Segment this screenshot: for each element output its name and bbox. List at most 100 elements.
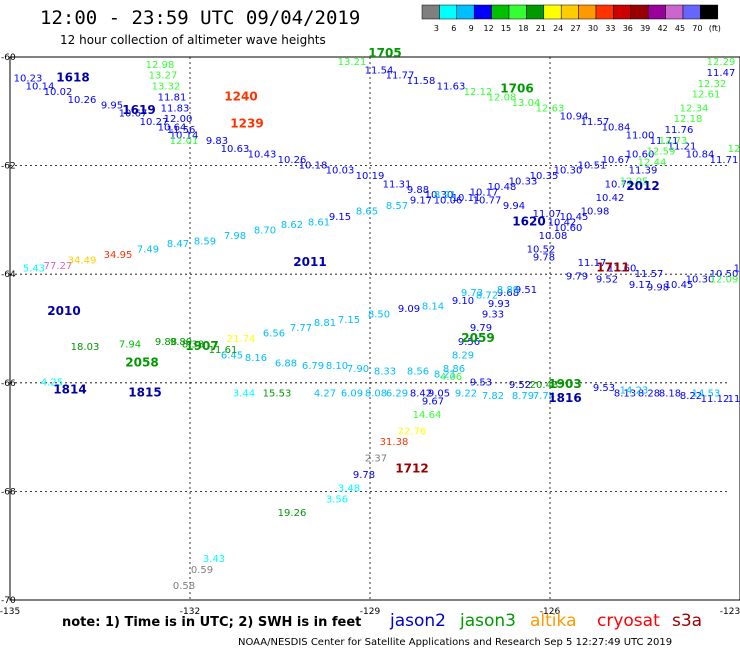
pass-time-label: 2059	[461, 331, 494, 345]
wave-height-label: 11.31	[383, 179, 412, 190]
wave-height-label: 8.38	[182, 340, 204, 351]
wave-height-label: 9.79	[470, 323, 492, 334]
wave-height-label: 11.54	[365, 65, 394, 76]
wave-height-label: 8.42	[410, 388, 432, 399]
wave-height-label: 10.08	[539, 231, 568, 242]
wave-height-label: 8.86	[443, 364, 465, 375]
wave-height-label: 8.59	[194, 236, 216, 247]
wave-height-label: 10.73	[605, 179, 634, 190]
colorbar-label: 9	[469, 24, 474, 33]
wave-height-label: 9.51	[515, 285, 537, 296]
wave-height-label: 12.12	[464, 87, 493, 98]
wave-height-label: 10.35	[530, 171, 559, 182]
wave-height-label: 13.04	[512, 98, 541, 109]
wave-height-label: 6.88	[275, 359, 297, 370]
wave-height-label: 4.25	[41, 378, 63, 389]
wave-height-label: 0.58	[173, 581, 195, 592]
wave-height-label: 10.14	[26, 82, 55, 93]
wave-height-label: 11.12	[701, 394, 730, 405]
wave-height-label: 12.08	[488, 92, 517, 103]
wave-height-label: 10.77	[473, 196, 502, 207]
wave-height-label: 8.56	[407, 367, 429, 378]
wave-height-label: 9.93	[488, 299, 510, 310]
pass-time-labels: 1618161912401239170517061709171017072012…	[47, 46, 659, 475]
x-tick-label: -126	[540, 607, 561, 617]
wave-height-label: 9.52	[509, 380, 531, 391]
pass-time-label: 1711	[596, 260, 629, 274]
wave-height-label: 8.50	[368, 310, 390, 321]
wave-height-label: 10.43	[248, 149, 277, 160]
colorbar-swatch	[526, 4, 545, 20]
wave-height-label: 11.71	[650, 136, 679, 147]
wave-height-label: 9.78	[533, 253, 555, 264]
wave-height-label: 10.30	[554, 166, 583, 177]
wave-height-label: 14.64	[413, 410, 442, 421]
wave-height-label: 34.49	[68, 255, 97, 266]
wave-height-label: 12.18	[674, 114, 703, 125]
wave-height-label: 8.91	[434, 190, 456, 201]
wave-height-label: 9.17	[629, 280, 651, 291]
y-tick-label: -66	[1, 379, 16, 389]
wave-height-label: 8.28	[638, 388, 660, 399]
colorbar-label: 33	[605, 24, 615, 33]
wave-height-label: 7.98	[224, 231, 246, 242]
wave-height-label: 9.67	[422, 397, 444, 408]
wave-height-label: 6.45	[221, 350, 243, 361]
legend-cryosat: cryosat	[597, 611, 660, 631]
colorbar-label: 70	[692, 24, 702, 33]
wave-height-label: 12.00	[164, 114, 193, 125]
pass-time-label: 1239	[230, 117, 263, 131]
wave-height-label: 12.09	[710, 274, 739, 285]
wave-height-label: 12.44	[638, 158, 667, 169]
wave-height-label: 10.51	[578, 160, 607, 171]
wave-height-label: 13.32	[152, 82, 181, 93]
wave-height-label: 2.37	[365, 454, 387, 465]
wave-height-label: 10.84	[686, 149, 715, 160]
wave-height-label: 10.19	[356, 171, 385, 182]
wave-height-label: 10.48	[488, 182, 517, 193]
colorbar-swatch	[421, 4, 440, 20]
wave-height-label: 11.57	[581, 117, 610, 128]
wave-height-label: 9.98	[647, 282, 669, 293]
pass-time-label: 1816	[548, 391, 581, 405]
y-tick-label: -62	[1, 162, 16, 172]
wave-height-label: 9.05	[428, 388, 450, 399]
colorbar-label: 15	[501, 24, 511, 33]
wave-height-label: 4.27	[314, 388, 336, 399]
grid-lines	[10, 57, 730, 600]
colorbar-label: 3	[434, 24, 439, 33]
colorbar-swatch	[630, 4, 649, 20]
chart-title: 12:00 - 23:59 UTC 09/04/2019	[40, 7, 360, 29]
color-scale-legend: 3 6 9 12 15 18 21 24 27 30 33 36 39 42 45 70 (ft)	[421, 4, 721, 33]
wave-height-label: 10.33	[509, 177, 538, 188]
wave-height-label: 11.00	[626, 130, 655, 141]
colorbar-label: 36	[623, 24, 633, 33]
wave-height-label: 10.84	[602, 122, 631, 133]
wave-height-label: 11.56	[167, 125, 196, 136]
pass-time-label: 2011	[293, 255, 326, 269]
wave-height-label: 10.30	[686, 274, 715, 285]
pass-time-label: 1712	[395, 461, 428, 475]
wave-height-label: 9.53	[470, 378, 492, 389]
legend-jason3: jason3	[459, 611, 516, 631]
colorbar-label: 24	[553, 24, 563, 33]
wave-height-label: 22.76	[398, 426, 427, 437]
pass-time-label: 2058	[125, 356, 158, 370]
wave-height-label: 9.10	[452, 296, 474, 307]
pass-time-label: 1620	[512, 214, 545, 228]
wave-height-label: 11.39	[629, 166, 658, 177]
note-text: note: 1) Time is in UTC; 2) SWH is in fe…	[62, 615, 361, 630]
wave-height-label: 9.94	[503, 201, 525, 212]
wave-height-label: 8.21	[434, 369, 456, 380]
wave-height-label: 3.56	[326, 494, 348, 505]
colorbar-label: 45	[675, 24, 685, 33]
wave-height-label: 10.52	[527, 244, 556, 255]
colorbar-swatch	[491, 4, 510, 20]
wave-height-label: 9.15	[329, 212, 351, 223]
wave-height-label: 9.09	[398, 304, 420, 315]
wave-height-label: 11.21	[668, 141, 697, 152]
wave-height-label: 9.73	[461, 288, 483, 299]
wave-height-label: 11.47	[707, 68, 736, 79]
wave-height-label: 3.48	[338, 483, 360, 494]
wave-height-label: 11.58	[407, 76, 436, 87]
